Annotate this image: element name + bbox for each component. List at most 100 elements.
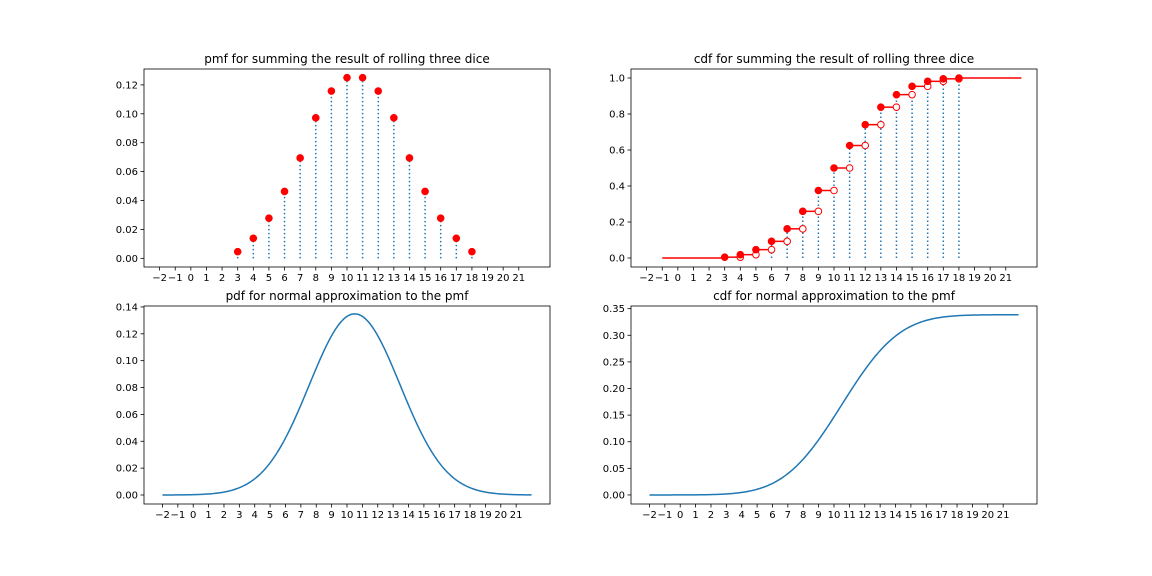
cdf-open-point [892, 103, 901, 111]
x-tick-label: 1 [203, 273, 209, 284]
x-tick-label: 7 [784, 273, 790, 284]
cdf-filled-point [877, 103, 885, 111]
x-tick-label: 7 [785, 510, 791, 521]
cdf-filled-point [814, 186, 823, 195]
title-cdf-dice: cdf for summing the result of rolling th… [694, 52, 974, 66]
x-tick-label: 20 [497, 273, 510, 284]
x-tick-label: 5 [753, 273, 759, 284]
x-tick-label: 11 [356, 510, 369, 521]
cdf-open-point [845, 164, 854, 172]
y-tick-label: 0.02 [116, 464, 138, 475]
x-tick-label: 20 [494, 510, 507, 521]
x-tick-label: 3 [723, 510, 729, 521]
x-tick-label: 19 [966, 510, 979, 521]
x-tick-label: 6 [768, 273, 774, 284]
x-tick-label: 14 [890, 273, 903, 284]
x-tick-label: 5 [267, 510, 273, 521]
x-tick-label: 0 [188, 273, 194, 284]
y-tick-label: 0.14 [116, 302, 138, 313]
x-tick-label: 4 [737, 273, 743, 284]
x-tick-label: 18 [464, 510, 477, 521]
x-tick-label: 10 [828, 510, 841, 521]
pmf-point [468, 247, 476, 256]
y-tick-label: 0.0 [609, 254, 625, 265]
y-tick-label: 0.12 [116, 80, 138, 91]
x-tick-label: 9 [328, 510, 334, 521]
y-tick-label: 0.04 [116, 437, 138, 448]
cdf-filled-point [767, 237, 776, 246]
x-tick-label: 6 [769, 510, 775, 521]
cdf-open-point [767, 245, 776, 254]
cdf-filled-point [752, 245, 760, 254]
cdf-filled-point [923, 77, 932, 86]
x-tick-label: 3 [722, 273, 728, 284]
x-tick-label: 14 [403, 273, 416, 284]
y-tick-label: 0.05 [603, 464, 625, 475]
plot-pmf-dice: pmf for summing the result of rolling th… [116, 52, 551, 284]
x-tick-label: 5 [266, 273, 272, 284]
x-tick-label: 12 [372, 273, 385, 284]
cdf-open-point [908, 90, 916, 99]
x-tick-label: 12 [371, 510, 384, 521]
x-tick-label: 21 [512, 273, 525, 284]
x-tick-label: 4 [252, 510, 258, 521]
x-tick-label: 2 [219, 273, 225, 284]
y-tick-label: 1.0 [609, 74, 625, 85]
cdf-filled-point [955, 74, 963, 82]
x-tick-label: 12 [859, 273, 872, 284]
pmf-point [327, 87, 336, 95]
cdf-filled-point [861, 120, 870, 129]
cdf-filled-point [892, 90, 901, 99]
x-tick-label: 20 [984, 273, 997, 284]
y-tick-label: 0.00 [603, 490, 625, 501]
x-tick-label: 12 [858, 510, 871, 521]
cdf-filled-point [736, 250, 745, 259]
x-tick-label: 3 [235, 273, 241, 284]
x-tick-label: 14 [402, 510, 415, 521]
x-tick-label: 18 [951, 510, 964, 521]
cdf-filled-point [845, 141, 854, 150]
x-tick-label: 21 [999, 273, 1012, 284]
x-tick-label: 13 [874, 510, 887, 521]
x-tick-label: 15 [906, 273, 919, 284]
pmf-point [233, 247, 242, 256]
x-tick-label: 7 [297, 273, 303, 284]
x-tick-label: −2 [642, 510, 657, 521]
x-tick-label: 17 [450, 273, 463, 284]
plot-pdf-normal: pdf for normal approximation to the pmf … [116, 289, 551, 521]
x-tick-label: 10 [341, 510, 354, 521]
x-tick-label: 17 [448, 510, 461, 521]
cdf-filled-point [908, 82, 916, 91]
x-tick-label: 21 [510, 510, 523, 521]
x-tick-label: 19 [968, 273, 981, 284]
y-tick-label: 0.15 [603, 411, 625, 422]
x-tick-label: 6 [281, 273, 287, 284]
x-tick-label: 8 [800, 510, 806, 521]
x-tick-label: 4 [739, 510, 745, 521]
x-tick-label: 11 [843, 273, 856, 284]
x-tick-label: 8 [313, 510, 319, 521]
x-tick-label: 9 [328, 273, 334, 284]
pmf-point [358, 73, 367, 82]
x-tick-label: −1 [168, 273, 183, 284]
y-tick-label: 0.10 [603, 437, 625, 448]
x-tick-label: 13 [387, 510, 400, 521]
x-tick-label: 17 [935, 510, 948, 521]
x-tick-label: −2 [152, 273, 167, 284]
y-tick-label: 0.08 [116, 383, 138, 394]
axes-frame [143, 305, 551, 505]
x-tick-label: 15 [419, 273, 432, 284]
y-tick-label: 0.10 [116, 109, 138, 120]
title-cdf-normal: cdf for normal approximation to the pmf [713, 289, 956, 303]
y-tick-label: 0.06 [116, 410, 138, 421]
x-tick-label: 20 [981, 510, 994, 521]
x-tick-label: 2 [708, 510, 714, 521]
x-tick-label: 11 [843, 510, 856, 521]
x-tick-label: −1 [655, 273, 670, 284]
pmf-point [311, 114, 320, 122]
x-tick-label: 1 [690, 273, 696, 284]
pmf-point [452, 234, 461, 243]
x-tick-label: 4 [250, 273, 256, 284]
y-tick-label: 0.00 [116, 491, 138, 502]
x-tick-label: 21 [997, 510, 1010, 521]
